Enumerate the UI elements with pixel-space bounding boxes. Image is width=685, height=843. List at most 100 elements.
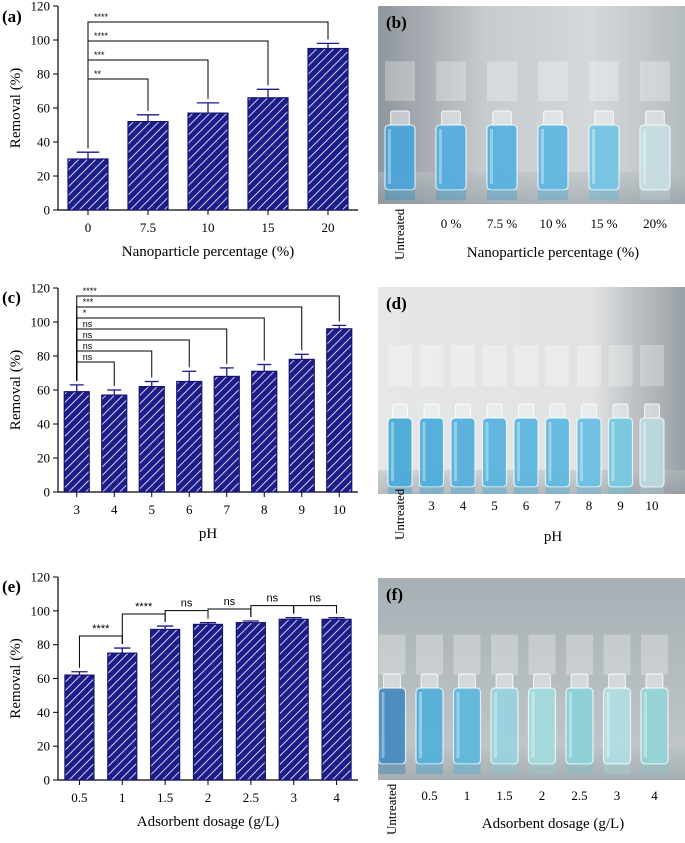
y-tick-label: 0	[44, 203, 51, 218]
bar-0.5	[64, 674, 95, 781]
significance-label: ****	[94, 12, 109, 22]
x-tick-label: 7	[224, 502, 231, 517]
vial-reflection	[385, 190, 415, 200]
vial-liquid	[566, 688, 593, 764]
vial-liquid	[640, 418, 664, 487]
vial-label: 9	[617, 498, 624, 513]
vial-glass	[565, 687, 594, 765]
significance-label: ****	[83, 286, 98, 296]
y-tick-label: 120	[31, 570, 51, 585]
bar-1	[107, 652, 138, 781]
x-tick-label: 8	[261, 502, 268, 517]
vial-glass	[450, 417, 476, 488]
vial-highlight	[381, 692, 385, 758]
bar-4	[101, 394, 128, 493]
vial-liquid	[514, 418, 538, 487]
wall-reflection	[577, 344, 601, 387]
vial-label: 7.5 %	[487, 216, 518, 231]
vial-liquid	[378, 688, 406, 764]
significance-bracket	[87, 78, 149, 149]
y-tick-label: 80	[37, 67, 50, 82]
vial-reflection	[589, 190, 619, 200]
vial-highlight	[419, 692, 422, 758]
x-tick-label: 5	[149, 502, 156, 517]
y-tick-label: 60	[37, 101, 50, 116]
x-tick-label: 1	[119, 790, 126, 805]
bar-0	[67, 158, 109, 211]
vial-reflection	[640, 487, 664, 494]
photo-background	[378, 6, 685, 204]
significance-label: **	[94, 69, 102, 79]
significance-bracket	[87, 40, 269, 149]
vial-glass	[418, 417, 445, 488]
y-axis-title: Removal (%)	[8, 350, 24, 430]
vial-highlight	[391, 422, 394, 481]
bar-5	[138, 386, 165, 493]
vial-liquid	[419, 418, 444, 487]
vial-highlight	[541, 129, 544, 184]
bar-20	[307, 47, 349, 211]
vial-glass	[607, 417, 634, 488]
vial-highlight	[548, 422, 552, 481]
wall-reflection	[608, 344, 633, 387]
vial-label: 0 %	[441, 216, 462, 231]
vial-glass	[513, 417, 539, 488]
x-axis-title: Adsorbent dosage (g/L)	[137, 814, 279, 830]
vial-label: 2	[539, 788, 546, 803]
vial-glass	[640, 687, 669, 765]
significance-label: ****	[135, 601, 153, 613]
significance-label: ****	[94, 31, 109, 41]
vial-highlight	[388, 129, 391, 184]
significance-label: ns	[181, 598, 193, 610]
y-tick-label: 20	[37, 451, 50, 466]
significance-label: ****	[92, 623, 110, 635]
vial-label: 7	[554, 498, 561, 513]
label-untreated: Untreated	[384, 783, 399, 835]
bar-8	[251, 370, 278, 493]
vial-label: 1.5	[496, 788, 512, 803]
vial-reflection	[416, 764, 443, 774]
vial-liquid	[577, 418, 601, 487]
vial-highlight	[643, 129, 646, 184]
vial-glass	[384, 124, 416, 191]
y-tick-label: 120	[31, 281, 51, 296]
wall-reflection	[487, 61, 517, 102]
vial-liquid	[608, 418, 633, 487]
label-untreated: Untreated	[392, 488, 407, 540]
wall-reflection	[419, 344, 444, 387]
vial-liquid	[453, 688, 481, 764]
x-tick-label: 20	[322, 220, 335, 235]
vial-glass	[639, 417, 665, 488]
vial-highlight	[494, 692, 497, 758]
vial-glass	[527, 687, 557, 765]
vial-liquid	[388, 418, 412, 487]
x-tick-label: 0	[85, 220, 92, 235]
photo-axis-title: pH	[544, 529, 563, 545]
photo-panel-b: (b) Untreated 0 % 7.5 % 10 % 15 % 20% Nanoparti…	[378, 6, 685, 261]
vial-glass	[486, 124, 518, 191]
wall-reflection	[641, 634, 668, 675]
vial-label: 2.5	[571, 788, 587, 803]
vial-glass	[377, 687, 407, 765]
y-tick-label: 0	[44, 485, 51, 500]
x-axis-title: pH	[199, 526, 218, 542]
vial-label: 4	[460, 498, 467, 513]
vial-reflection	[640, 190, 670, 200]
y-axis-title: Removal (%)	[8, 68, 24, 148]
chart-e: (e) 0 20 40 60 80 100 120 Removal (%) 0.5 1 1.5 2 2.5…	[2, 570, 358, 830]
vial-reflection	[487, 190, 517, 200]
bar-7	[213, 375, 240, 493]
vial-label: 0.5	[421, 788, 437, 803]
vial-glass	[481, 417, 508, 488]
vial-reflection	[482, 487, 507, 494]
significance-bracket	[207, 608, 252, 619]
y-tick-label: 120	[31, 0, 51, 14]
x-tick-label: 4	[333, 790, 340, 805]
vial-reflection	[491, 764, 518, 774]
vial-reflection	[603, 764, 631, 774]
significance-bracket	[164, 610, 209, 623]
y-tick-label: 20	[37, 169, 50, 184]
vial-label: 8	[586, 498, 593, 513]
panel-label-c: (c)	[2, 288, 21, 307]
